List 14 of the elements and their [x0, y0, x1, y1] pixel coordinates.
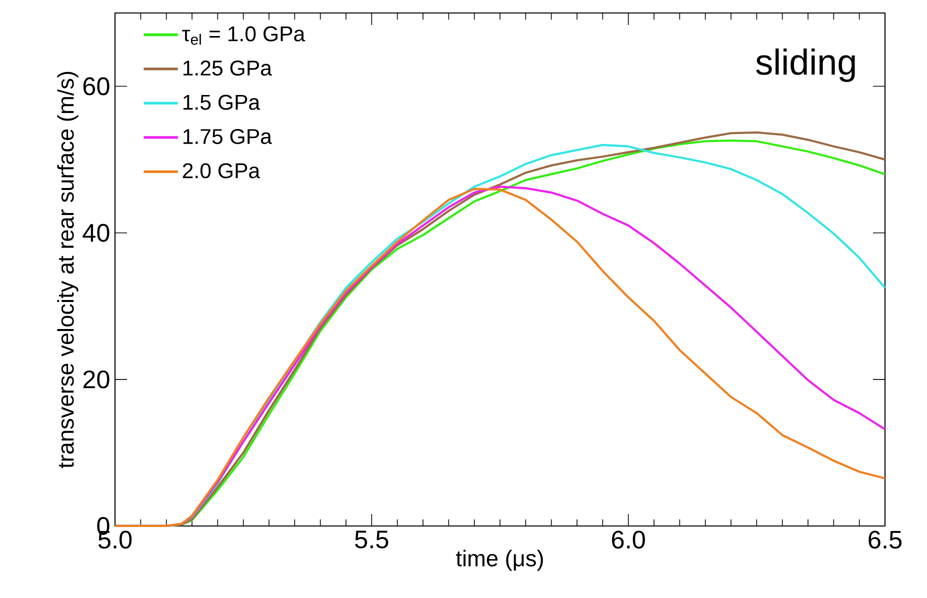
- legend-label: 1.5 GPa: [183, 94, 260, 110]
- annotation: sliding: [756, 48, 855, 82]
- x-axis-title: time (μs): [456, 550, 543, 571]
- y-tick-label: 60: [83, 77, 110, 96]
- x-tick-label: 5.5: [355, 530, 388, 548]
- legend-label: 1.75 GPa: [183, 128, 272, 144]
- legend-label: 1.25 GPa: [183, 60, 272, 76]
- legend-label: 2.0 GPa: [182, 163, 260, 178]
- y-axis-title: transverse velocity at rear surface (m/s): [57, 72, 78, 468]
- x-tick-label: 6.0: [612, 530, 645, 549]
- y-tick-label: 40: [82, 224, 110, 242]
- legend-label: τ$_{el}$ = 1.0 GPa: [182, 26, 306, 45]
- x-tick-label: 6.5: [868, 530, 902, 549]
- y-tick-label: 20: [83, 370, 110, 388]
